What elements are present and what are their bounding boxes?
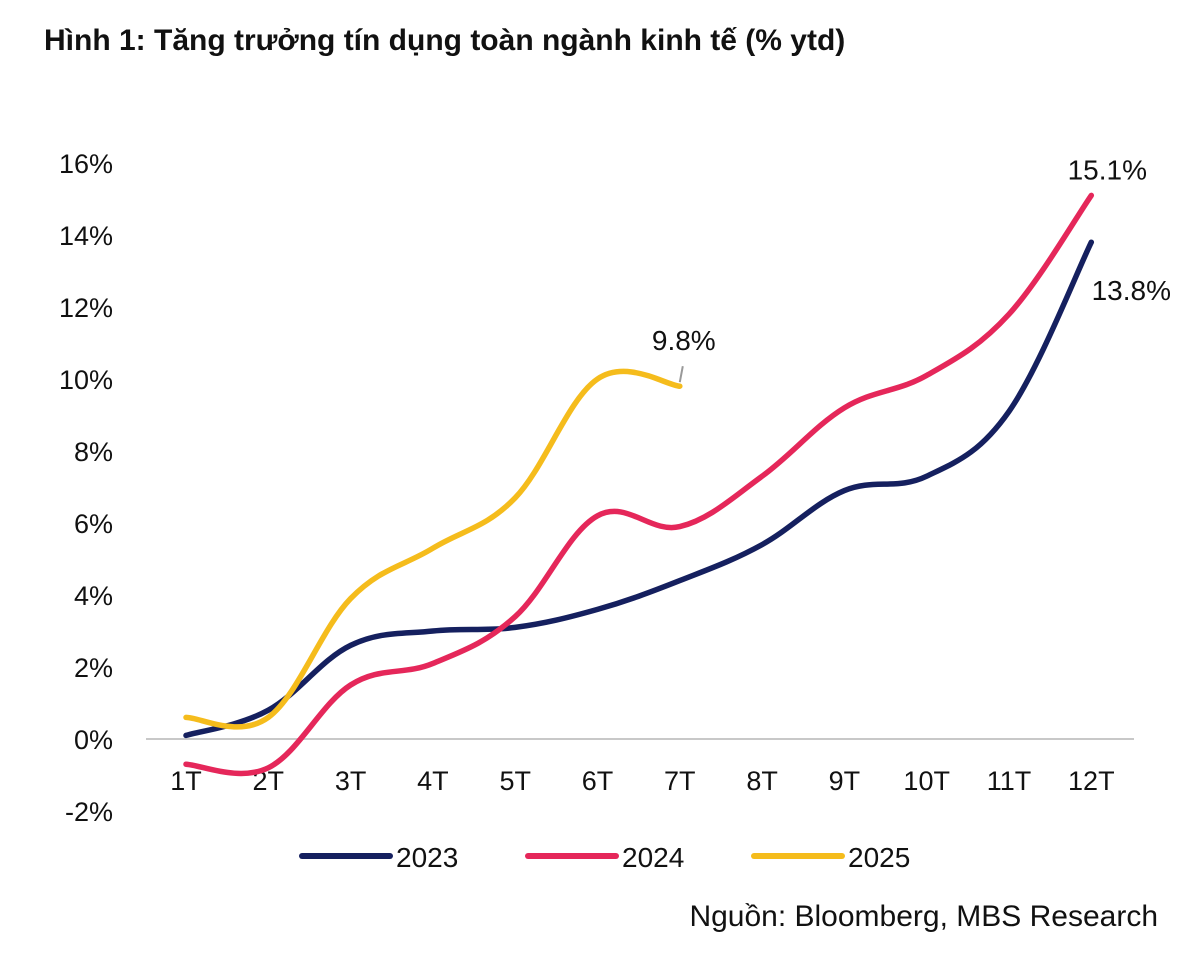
data-label-2025: 9.8% [652,325,716,356]
series-line-2023 [183,239,1095,739]
axis-group: -2%0%2%4%6%8%10%12%14%16%1T 2T 3T 4T 5T 6T 7T 8… [59,149,1134,827]
y-tick-label: -2% [65,797,113,827]
y-tick-label: 10% [59,365,113,395]
data-labels: 9.8% 15.1% 13.8% [652,154,1171,383]
series-line-2024 [183,192,1095,777]
x-tick-label: 7T [664,766,696,796]
x-tick-label: 10T [903,766,950,796]
y-tick-label: 16% [59,149,113,179]
y-tick-label: 6% [74,509,113,539]
y-tick-label: 12% [59,293,113,323]
legend-label-2025: 2025 [848,842,910,873]
series-line-2025 [183,368,683,730]
x-tick-label: 9T [829,766,861,796]
x-tick-label: 11T [987,766,1032,796]
chart-title: Hình 1: Tăng trưởng tín dụng toàn ngành … [44,24,846,57]
series-lines [183,192,1095,777]
x-tick-label: 12T [1068,766,1115,796]
data-label-2024: 15.1% [1068,154,1147,185]
y-tick-label: 4% [74,581,113,611]
x-tick-label: 4T [417,766,449,796]
x-tick-label: 8T [746,766,778,796]
legend: 2023 2024 2025 [299,842,910,873]
x-tick-label: 6T [582,766,614,796]
x-tick-label: 5T [499,766,531,796]
legend-label-2024: 2024 [622,842,684,873]
source-note: Nguồn: Bloomberg, MBS Research [689,900,1158,933]
x-tick-label: 1T [170,766,202,796]
y-tick-label: 14% [59,221,113,251]
y-tick-label: 0% [74,725,113,755]
y-tick-label: 2% [74,653,113,683]
legend-label-2023: 2023 [396,842,458,873]
x-tick-label: 3T [335,766,367,796]
data-label-leader [678,366,684,383]
data-label-2023: 13.8% [1092,275,1171,306]
y-tick-label: 8% [74,437,113,467]
